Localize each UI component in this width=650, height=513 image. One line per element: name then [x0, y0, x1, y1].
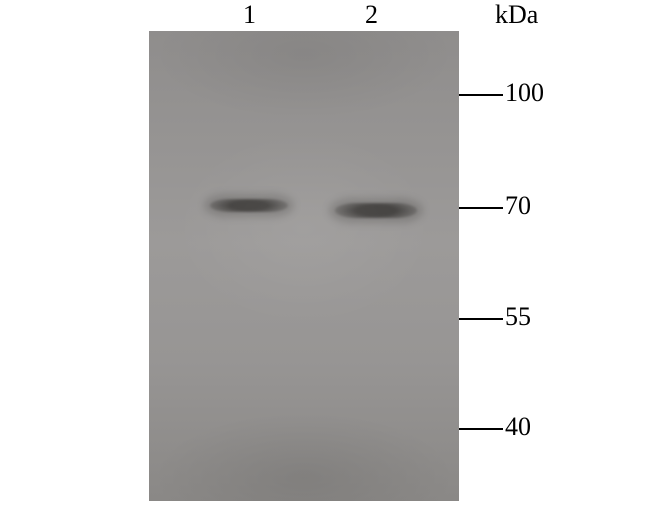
- marker-tick-70: [459, 207, 503, 209]
- marker-tick-100: [459, 94, 503, 96]
- marker-tick-40: [459, 428, 503, 430]
- lane-label-1: 1: [243, 0, 256, 30]
- unit-label: kDa: [495, 0, 538, 30]
- marker-label-55: 55: [505, 302, 531, 332]
- band-lane1: [210, 199, 288, 212]
- marker-label-70: 70: [505, 191, 531, 221]
- marker-label-100: 100: [505, 78, 544, 108]
- figure-canvas: 1 2 kDa 100 70 55 40: [0, 0, 650, 513]
- band-lane2: [335, 203, 417, 218]
- lane-label-2: 2: [365, 0, 378, 30]
- blot-membrane: [149, 31, 459, 501]
- marker-tick-55: [459, 318, 503, 320]
- marker-label-40: 40: [505, 412, 531, 442]
